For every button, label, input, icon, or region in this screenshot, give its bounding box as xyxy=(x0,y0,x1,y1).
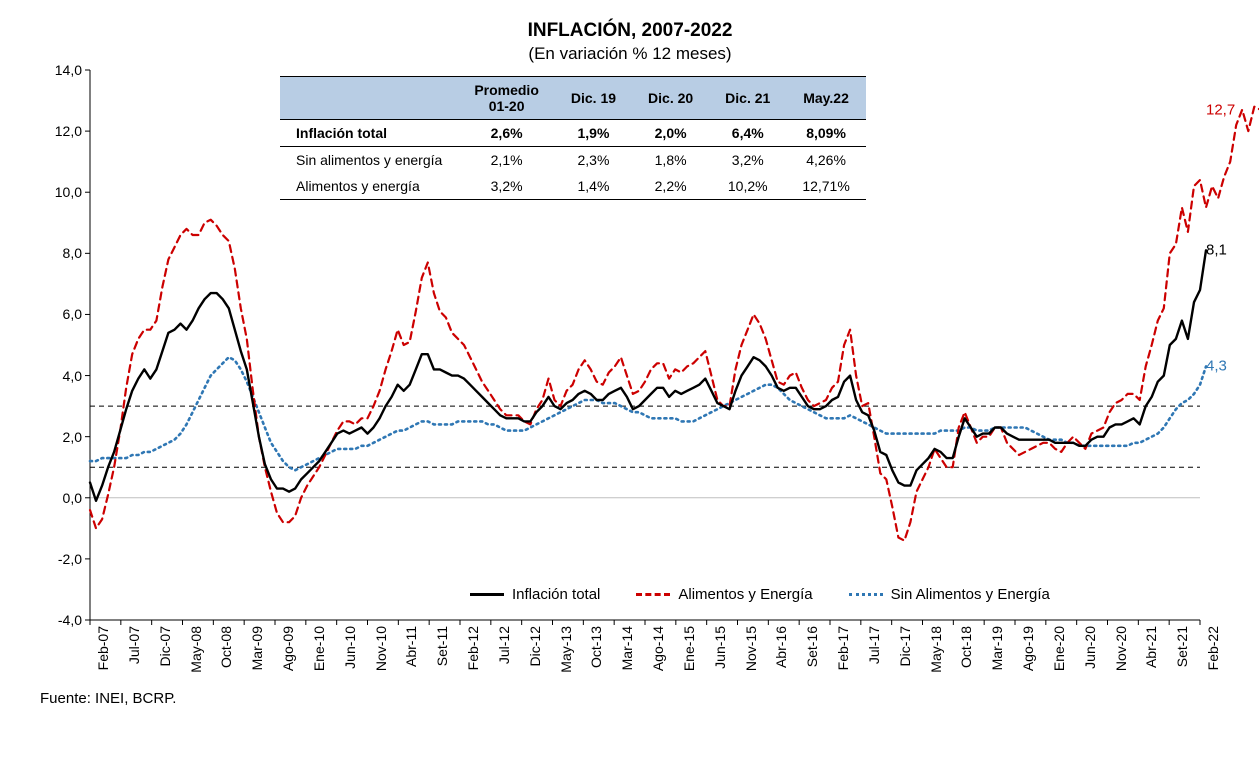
table-cell: Alimentos y energía xyxy=(280,173,458,200)
end-label-sin_alimentos: 4,3 xyxy=(1206,358,1227,375)
end-label-total: 8,1 xyxy=(1206,242,1227,259)
x-tick-label: Set-21 xyxy=(1174,626,1190,667)
legend-item-alimentos: Alimentos y Energía xyxy=(636,586,812,603)
x-tick-label: Jun-20 xyxy=(1082,626,1098,669)
x-tick-label: Oct-08 xyxy=(218,626,234,668)
legend-label: Sin Alimentos y Energía xyxy=(891,586,1050,603)
x-tick-label: Ene-15 xyxy=(681,626,697,671)
table-row: Inflación total2,6%1,9%2,0%6,4%8,09% xyxy=(280,120,866,147)
chart-subtitle: (En variación % 12 meses) xyxy=(40,44,1220,64)
legend-label: Inflación total xyxy=(512,586,600,603)
x-tick-label: Nov-20 xyxy=(1113,626,1129,671)
x-tick-label: Dic-07 xyxy=(157,626,173,666)
table-header-cell: Promedio01-20 xyxy=(458,77,555,120)
x-tick-label: Mar-19 xyxy=(989,626,1005,670)
legend-swatch xyxy=(470,593,504,596)
x-tick-label: Feb-07 xyxy=(95,626,111,670)
legend-label: Alimentos y Energía xyxy=(678,586,812,603)
y-tick-label: 10,0 xyxy=(55,184,90,200)
table-header-cell: May.22 xyxy=(786,77,865,120)
table-cell: 2,6% xyxy=(458,120,555,147)
table-cell: Sin alimentos y energía xyxy=(280,147,458,174)
x-tick-label: Ago-14 xyxy=(650,626,666,671)
x-tick-label: Ago-09 xyxy=(280,626,296,671)
x-tick-label: Jul-07 xyxy=(126,626,142,664)
table-cell: 6,4% xyxy=(709,120,786,147)
x-tick-label: Mar-09 xyxy=(249,626,265,670)
y-tick-label: 2,0 xyxy=(63,429,90,445)
table-cell: 3,2% xyxy=(458,173,555,200)
source-text: Fuente: INEI, BCRP. xyxy=(40,690,1220,707)
table-cell: 2,0% xyxy=(632,120,709,147)
x-tick-label: Abr-21 xyxy=(1143,626,1159,668)
table-cell: 1,8% xyxy=(632,147,709,174)
x-tick-label: Jun-10 xyxy=(342,626,358,669)
table-cell: 3,2% xyxy=(709,147,786,174)
x-tick-label: Abr-11 xyxy=(403,626,419,667)
x-tick-label: Feb-22 xyxy=(1205,626,1221,670)
end-label-alimentos: 12,7 xyxy=(1206,101,1235,118)
legend-item-total: Inflación total xyxy=(470,586,600,603)
x-tick-label: Set-11 xyxy=(434,626,450,666)
x-tick-label: Dic-12 xyxy=(527,626,543,666)
x-tick-label: Nov-10 xyxy=(373,626,389,671)
x-tick-label: May-18 xyxy=(928,626,944,673)
table-header-cell: Dic. 19 xyxy=(555,77,632,120)
y-tick-label: 0,0 xyxy=(63,490,90,506)
summary-table: Promedio01-20Dic. 19Dic. 20Dic. 21May.22… xyxy=(280,76,866,200)
x-tick-label: Feb-12 xyxy=(465,626,481,670)
y-tick-label: 12,0 xyxy=(55,123,90,139)
table-cell: 1,9% xyxy=(555,120,632,147)
x-tick-label: May-13 xyxy=(558,626,574,673)
table-cell: 1,4% xyxy=(555,173,632,200)
table-header-cell xyxy=(280,77,458,120)
y-tick-label: -2,0 xyxy=(58,551,90,567)
table-row: Alimentos y energía3,2%1,4%2,2%10,2%12,7… xyxy=(280,173,866,200)
chart-title: INFLACIÓN, 2007-2022 xyxy=(40,20,1220,42)
table-cell: 2,1% xyxy=(458,147,555,174)
legend-item-sin_alimentos: Sin Alimentos y Energía xyxy=(849,586,1050,603)
x-tick-label: Abr-16 xyxy=(773,626,789,668)
legend-swatch xyxy=(849,593,883,596)
y-tick-label: 8,0 xyxy=(63,245,90,261)
y-tick-label: 6,0 xyxy=(63,306,90,322)
table-cell: 8,09% xyxy=(786,120,865,147)
x-tick-label: Jul-17 xyxy=(866,626,882,664)
x-tick-label: Ene-20 xyxy=(1051,626,1067,671)
x-tick-label: Ago-19 xyxy=(1020,626,1036,671)
table-header-cell: Dic. 21 xyxy=(709,77,786,120)
x-tick-label: Oct-13 xyxy=(588,626,604,668)
table-cell: 4,26% xyxy=(786,147,865,174)
y-tick-label: 4,0 xyxy=(63,368,90,384)
x-tick-label: May-08 xyxy=(188,626,204,673)
table-row: Sin alimentos y energía2,1%2,3%1,8%3,2%4… xyxy=(280,147,866,174)
chart-plot: -4,0-2,00,02,04,06,08,010,012,014,0Feb-0… xyxy=(90,70,1200,620)
x-tick-label: Nov-15 xyxy=(743,626,759,671)
y-tick-label: -4,0 xyxy=(58,612,90,628)
table-header-cell: Dic. 20 xyxy=(632,77,709,120)
y-tick-label: 14,0 xyxy=(55,62,90,78)
x-tick-label: Feb-17 xyxy=(835,626,851,670)
x-tick-label: Ene-10 xyxy=(311,626,327,671)
legend: Inflación total Alimentos y Energía Sin Al… xyxy=(470,586,1050,603)
table-cell: 10,2% xyxy=(709,173,786,200)
x-tick-label: Mar-14 xyxy=(619,626,635,670)
table-cell: 2,3% xyxy=(555,147,632,174)
x-tick-label: Oct-18 xyxy=(958,626,974,668)
x-tick-label: Dic-17 xyxy=(897,626,913,666)
legend-swatch xyxy=(636,593,670,596)
x-tick-label: Jun-15 xyxy=(712,626,728,669)
table-cell: Inflación total xyxy=(280,120,458,147)
x-tick-label: Set-16 xyxy=(804,626,820,667)
table-cell: 12,71% xyxy=(786,173,865,200)
table-cell: 2,2% xyxy=(632,173,709,200)
x-tick-label: Jul-12 xyxy=(496,626,512,664)
